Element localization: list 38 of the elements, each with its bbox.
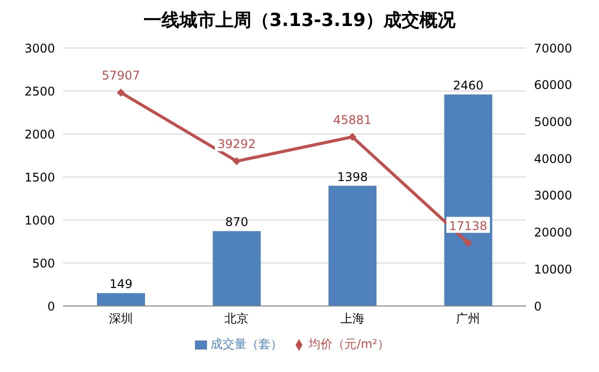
y-tick-label: 0 xyxy=(47,299,55,314)
y-tick-label: 2500 xyxy=(24,84,55,98)
y2-tick-label: 70000 xyxy=(534,41,572,56)
point xyxy=(464,238,472,247)
y2-tick-label: 20000 xyxy=(534,226,572,240)
y-tick-label: 1500 xyxy=(24,170,55,184)
x-tick-label: 北京 xyxy=(224,312,249,326)
data-label: 149 xyxy=(110,277,132,292)
chart-title: 一线城市上周（3.13-3.19）成交概况 xyxy=(142,9,457,33)
data-label: 2460 xyxy=(452,78,484,92)
data-label: 1398 xyxy=(337,170,368,184)
data-label: 870 xyxy=(225,215,248,230)
y2-tick-label: 30000 xyxy=(534,188,572,203)
x-tick-label: 广州 xyxy=(456,312,480,326)
data-label: 39292 xyxy=(218,137,256,152)
bar xyxy=(444,94,492,306)
legend-label: 成交量（套） xyxy=(210,337,283,351)
y-tick-label: 3000 xyxy=(24,41,55,56)
y2-tick-label: 10000 xyxy=(534,262,572,276)
y2-tick-label: 40000 xyxy=(534,152,572,166)
point xyxy=(116,88,125,97)
y-tick-label: 500 xyxy=(32,256,55,270)
y2-tick-label: 60000 xyxy=(534,78,572,92)
y-tick-label: 2000 xyxy=(24,127,55,142)
legend-label: 均价（元/m²） xyxy=(308,337,390,351)
data-label: 17138 xyxy=(449,218,488,233)
y-tick-label: 1000 xyxy=(24,213,55,228)
bar xyxy=(328,186,376,306)
y2-tick-label: 0 xyxy=(534,299,542,314)
point xyxy=(348,132,356,141)
x-tick-label: 上海 xyxy=(340,312,364,326)
data-label: 57907 xyxy=(102,68,140,83)
y2-tick-label: 50000 xyxy=(534,114,572,129)
data-label: 45881 xyxy=(333,112,372,127)
point xyxy=(232,157,241,166)
x-tick-label: 深圳 xyxy=(108,312,133,326)
bar xyxy=(212,231,261,306)
bar xyxy=(97,293,145,306)
